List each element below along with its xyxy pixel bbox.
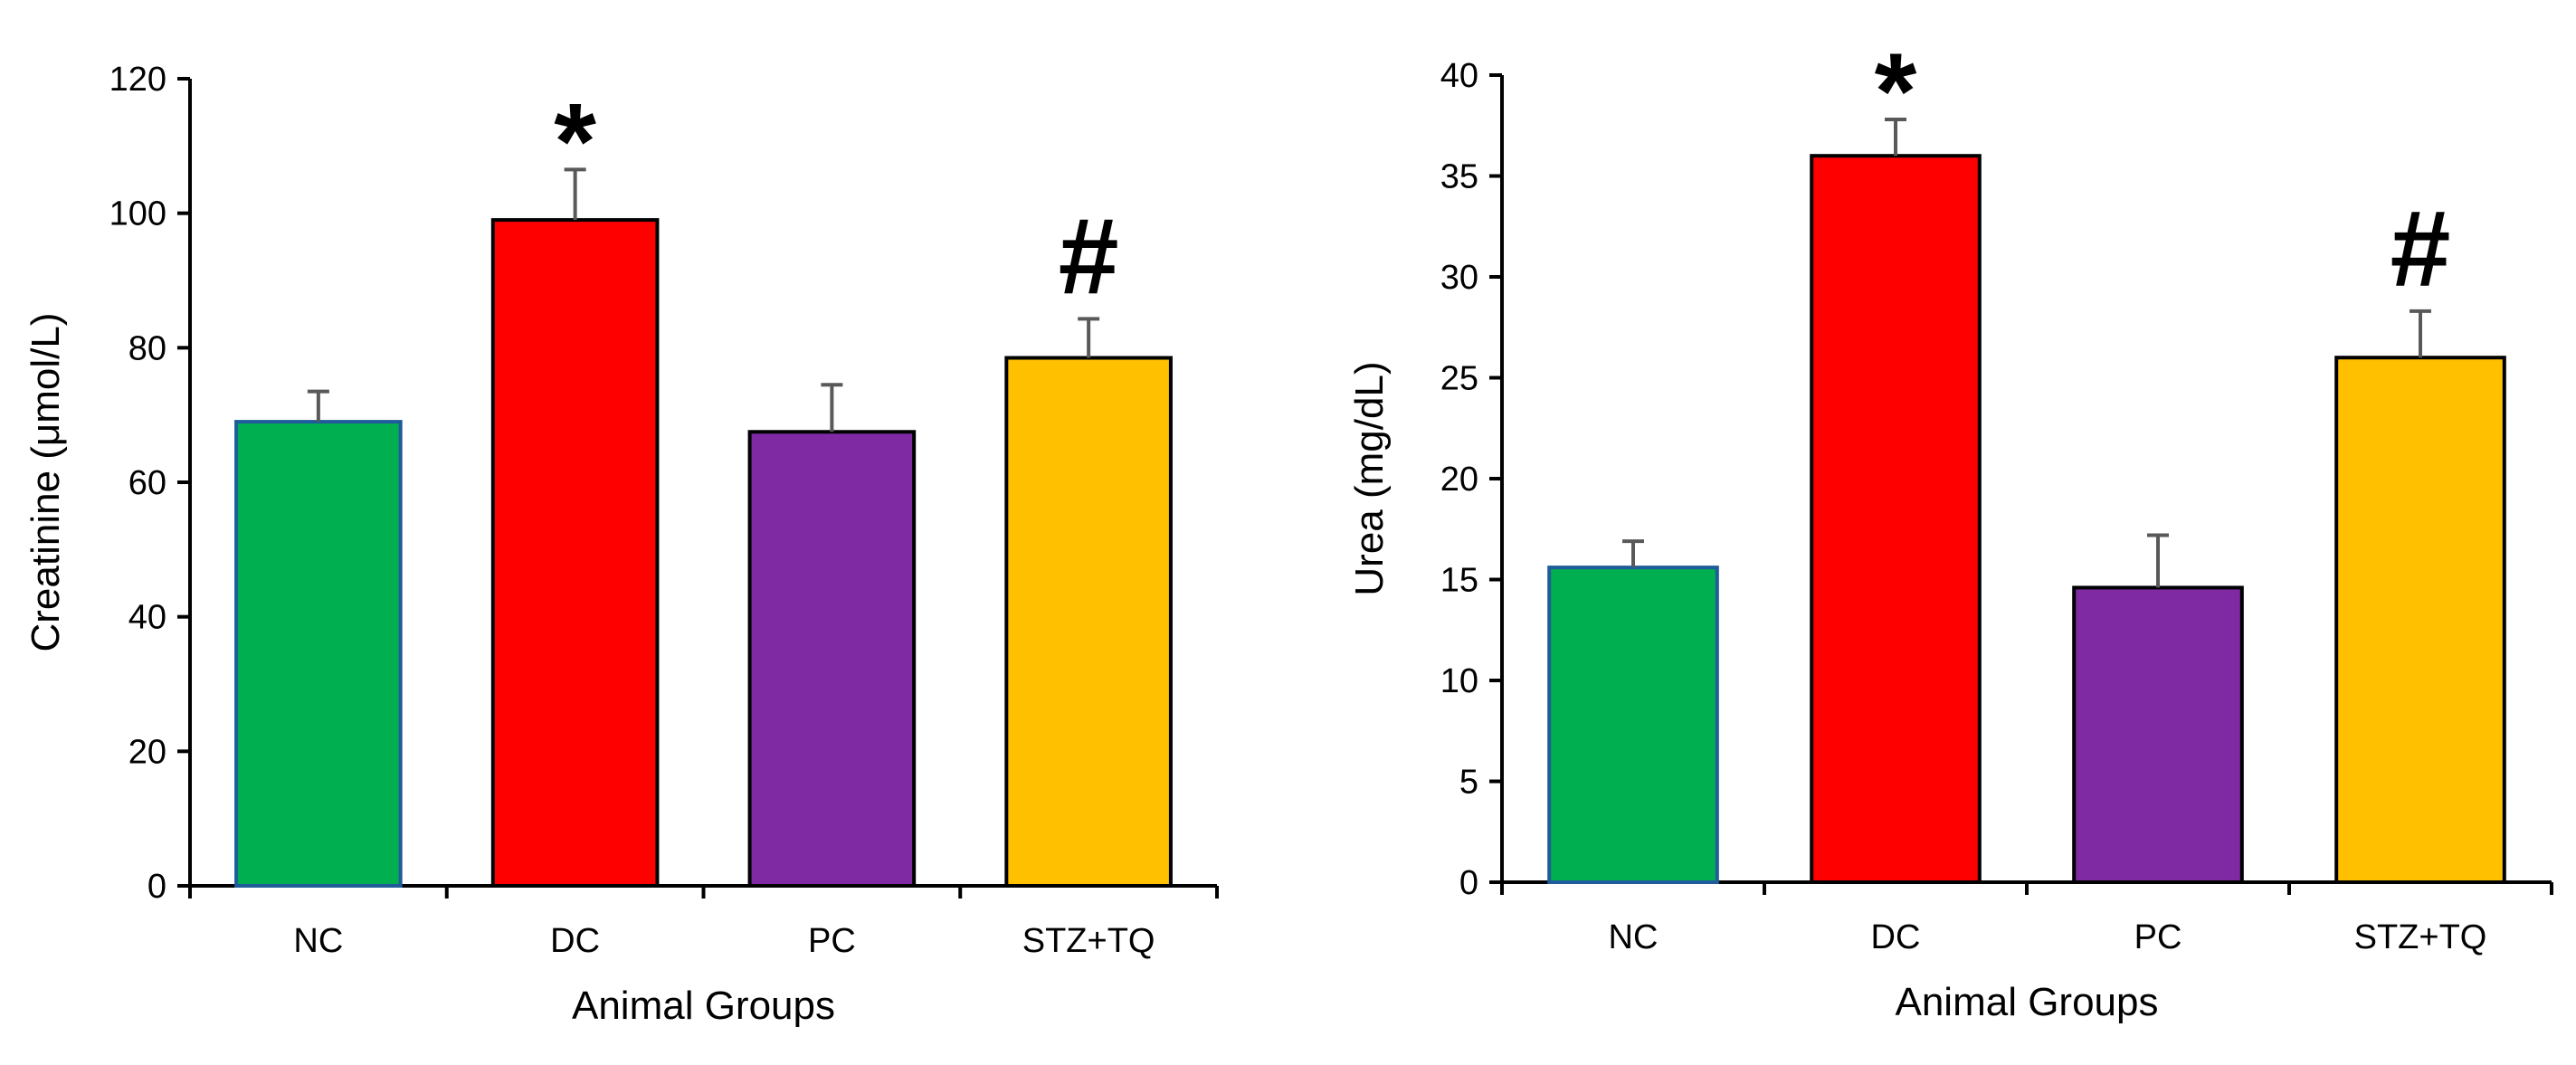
bar-dc <box>1810 154 1982 884</box>
y-tick-label: 0 <box>147 868 166 906</box>
significance-asterisk: * <box>554 81 596 202</box>
y-tick-label: 20 <box>1440 461 1478 499</box>
significance-hash: # <box>2391 188 2451 309</box>
y-tick-label: 15 <box>1440 562 1478 600</box>
urea-chart: 0 5 10 15 20 25 30 35 40 NC DC PC STZ+TQ * # Animal Gro… <box>1347 31 2553 1024</box>
y-tick-label: 80 <box>128 329 166 367</box>
bar-stz-tq <box>1004 356 1173 888</box>
category-label: NC <box>293 922 343 960</box>
category-label: PC <box>808 922 856 960</box>
y-tick-label: 120 <box>109 61 166 99</box>
y-tick-label: 0 <box>1459 864 1478 902</box>
bar-dc <box>490 218 660 889</box>
y-tick-label: 10 <box>1440 662 1478 700</box>
x-axis-title: Animal Groups <box>1895 980 2158 1024</box>
y-tick-label: 40 <box>1440 57 1478 95</box>
category-label: STZ+TQ <box>1022 922 1155 960</box>
bar-stz-tq <box>2334 356 2506 884</box>
y-tick-label: 5 <box>1459 764 1478 802</box>
y-tick-label: 40 <box>128 599 166 637</box>
x-axis-title: Animal Groups <box>572 984 835 1028</box>
significance-asterisk: * <box>1875 31 1917 152</box>
category-label: NC <box>1609 918 1659 956</box>
category-label: STZ+TQ <box>2354 918 2487 956</box>
creatinine-chart: 0 20 40 60 80 100 120 NC DC PC STZ+TQ * # Animal Grou… <box>24 61 1219 1028</box>
category-label: PC <box>2134 918 2182 956</box>
y-tick-label: 25 <box>1440 360 1478 398</box>
y-tick-label: 60 <box>128 464 166 502</box>
y-tick-label: 30 <box>1440 259 1478 297</box>
bar-pc <box>747 430 917 888</box>
bar-nc <box>1547 566 1719 884</box>
bar-nc <box>234 420 403 889</box>
y-tick-label: 20 <box>128 733 166 771</box>
y-axis-title: Creatinine (μmol/L) <box>24 312 68 651</box>
y-axis-title: Urea (mg/dL) <box>1347 361 1392 595</box>
category-label: DC <box>1871 918 1921 956</box>
significance-hash: # <box>1059 195 1119 317</box>
category-label: DC <box>550 922 600 960</box>
y-tick-label: 100 <box>109 195 166 233</box>
bar-pc <box>2072 585 2244 884</box>
y-tick-label: 35 <box>1440 158 1478 196</box>
